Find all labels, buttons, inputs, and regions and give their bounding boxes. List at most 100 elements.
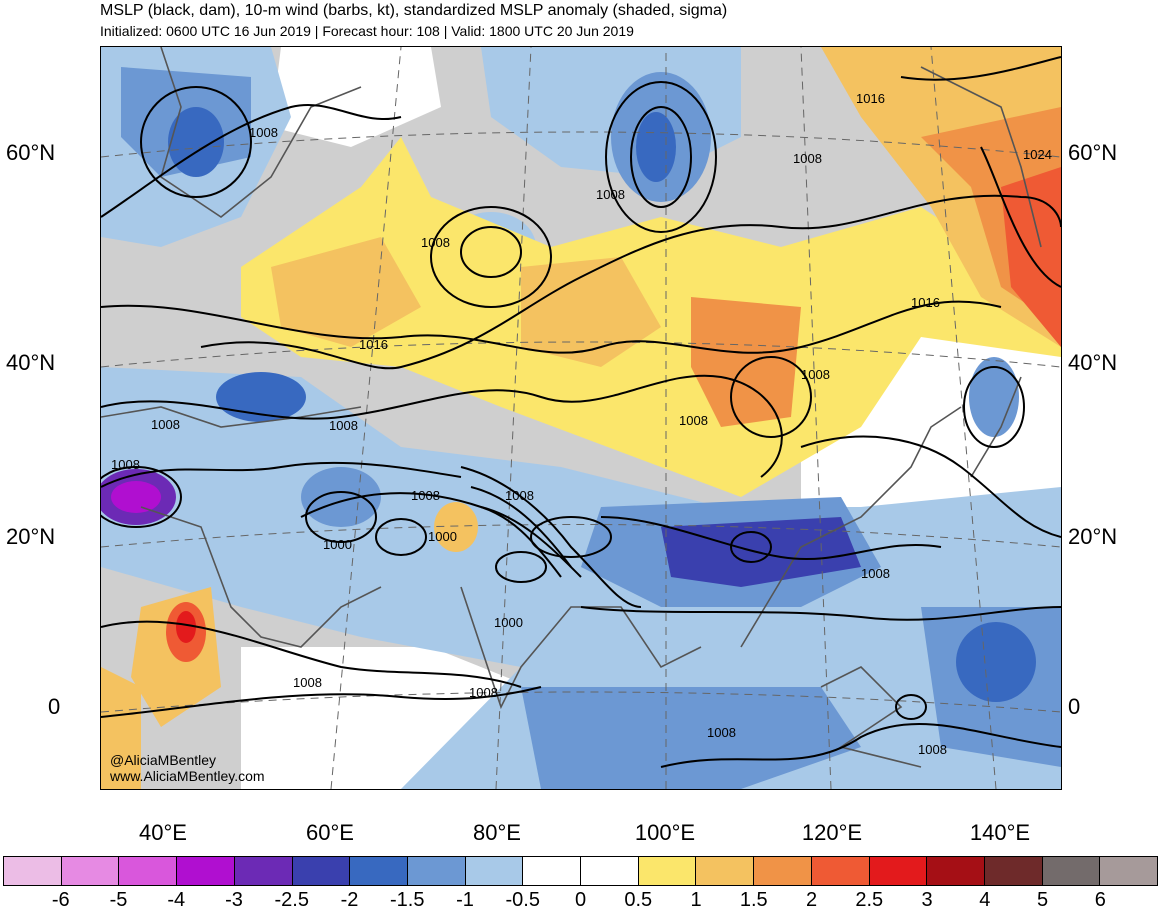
isobar bbox=[101, 686, 542, 718]
graticule-parallel bbox=[101, 691, 1061, 713]
lon-label: 100°E bbox=[634, 820, 696, 845]
isobar bbox=[470, 486, 572, 568]
coastline-india bbox=[460, 586, 702, 710]
coastline-japan bbox=[970, 376, 1022, 478]
colorbar-tick-label: 5 bbox=[1036, 889, 1049, 911]
contour-label: 1008 bbox=[596, 187, 625, 202]
contour-label: 1008 bbox=[249, 125, 278, 140]
credit-site: www.AliciaMBentley.com bbox=[110, 768, 265, 784]
anomaly-neg-core-arctic bbox=[636, 112, 676, 182]
lon-label: 80°E bbox=[473, 820, 521, 845]
isobar bbox=[660, 723, 1061, 768]
coastline-kamchatka bbox=[920, 66, 1042, 248]
contour-label: 1008 bbox=[293, 675, 322, 690]
isobar bbox=[895, 694, 927, 720]
anomaly-pos-region-kazakhstan bbox=[271, 237, 421, 347]
isobar bbox=[630, 106, 692, 208]
contour-label: 1016 bbox=[911, 295, 940, 310]
isobar bbox=[600, 516, 942, 561]
contour-label: 1008 bbox=[151, 417, 180, 432]
contour-label: 1024 bbox=[1023, 147, 1052, 162]
contour-label: 1008 bbox=[111, 457, 140, 472]
colorbar-swatch bbox=[581, 857, 639, 885]
colorbar-swatch bbox=[177, 857, 235, 885]
map-title: MSLP (black, dam), 10-m wind (barbs, kt)… bbox=[100, 2, 728, 19]
lon-label: 40°E bbox=[139, 820, 187, 845]
isobar bbox=[730, 531, 772, 563]
colorbar-tick-label: -1 bbox=[456, 889, 474, 911]
coastline-mediterranean bbox=[101, 406, 362, 428]
contour-label: 1008 bbox=[421, 235, 450, 250]
colorbar-swatch bbox=[523, 857, 582, 885]
contour-label: 1008 bbox=[861, 566, 890, 581]
isobar bbox=[101, 620, 522, 688]
map-panel: 1008 1008 1008 1016 1008 1008 1024 1016 … bbox=[100, 46, 1062, 790]
isobar bbox=[430, 206, 552, 308]
coastline-china bbox=[740, 406, 962, 648]
colorbar-swatch bbox=[407, 857, 466, 885]
isobar bbox=[140, 86, 252, 198]
coastline-arabia bbox=[140, 506, 382, 648]
lon-label: 60°E bbox=[306, 820, 354, 845]
colorbar-swatch bbox=[811, 857, 870, 885]
isobar bbox=[305, 491, 377, 543]
isobar bbox=[980, 146, 1061, 288]
contour-label: 1008 bbox=[329, 418, 358, 433]
contour-label: 1016 bbox=[359, 337, 388, 352]
isobars bbox=[101, 56, 1061, 768]
lat-label-left: 0 bbox=[48, 694, 61, 719]
anomaly-pos-region-mongolia bbox=[691, 297, 801, 427]
colorbar-tick-label: 3 bbox=[921, 889, 933, 911]
lat-label-right: 20°N bbox=[1068, 524, 1118, 549]
colorbar-swatch bbox=[754, 857, 812, 885]
anomaly-neg-center-caspian bbox=[216, 372, 306, 422]
colorbar-swatch bbox=[234, 857, 293, 885]
colorbar-swatch bbox=[4, 857, 62, 885]
colorbar-swatch bbox=[927, 857, 985, 885]
colorbar-tick-label: 1 bbox=[690, 889, 702, 911]
contour-label: 1008 bbox=[411, 488, 440, 503]
colorbar-swatch bbox=[869, 857, 928, 885]
lon-label: 120°E bbox=[801, 820, 863, 845]
anomaly-pos-region-mongolia-west bbox=[521, 257, 661, 367]
colorbar-swatch bbox=[292, 857, 351, 885]
graticule-meridian bbox=[930, 47, 997, 789]
graticule-meridian bbox=[330, 47, 402, 789]
contour-label: 1000 bbox=[494, 615, 523, 630]
contour-label: 1008 bbox=[918, 742, 947, 757]
colorbar-tick-label: 2 bbox=[805, 889, 818, 911]
colorbar-tick-label: -0.5 bbox=[505, 889, 540, 911]
isobar bbox=[480, 506, 562, 578]
colorbar-tick-label: -6 bbox=[51, 889, 70, 911]
isobar bbox=[101, 466, 182, 528]
lon-label: 140°E bbox=[969, 820, 1031, 845]
colorbar-tick-label: 2.5 bbox=[855, 889, 884, 911]
anomaly-neg-center-japan bbox=[969, 357, 1019, 437]
graticule-parallel bbox=[101, 341, 1061, 368]
anomaly-neg-center-arabia bbox=[301, 467, 381, 527]
contour-label: 1008 bbox=[801, 367, 830, 382]
colorbar-tick-label: -1.5 bbox=[390, 889, 425, 911]
graticule-parallel bbox=[101, 524, 1061, 548]
colorbar-swatch bbox=[696, 857, 755, 885]
lat-label-left: 40°N bbox=[6, 350, 56, 375]
contour-label: 1008 bbox=[505, 488, 534, 503]
colorbar-swatch bbox=[984, 857, 1043, 885]
anomaly-neg-center-pacific bbox=[956, 622, 1036, 702]
colorbar-tick-label: 1.5 bbox=[739, 889, 768, 911]
anomaly-pos-core-ethiopia bbox=[176, 611, 196, 643]
colorbar-tick-label: -3 bbox=[225, 889, 243, 911]
contour-label: 1008 bbox=[707, 725, 736, 740]
colorbar-swatch bbox=[350, 857, 408, 885]
isobar bbox=[460, 226, 522, 278]
colorbar-swatch bbox=[465, 857, 524, 885]
colorbar-tick-label: 0.5 bbox=[624, 889, 653, 911]
colorbar-tick-label: -2 bbox=[340, 889, 359, 911]
graticule-meridian bbox=[800, 47, 832, 789]
isobar bbox=[800, 435, 1061, 538]
isobar bbox=[300, 492, 582, 578]
colorbar-tick-label: 4 bbox=[979, 889, 991, 911]
lat-label-right: 0 bbox=[1068, 694, 1081, 719]
isobar bbox=[580, 606, 1061, 621]
colorbar-swatch bbox=[61, 857, 120, 885]
